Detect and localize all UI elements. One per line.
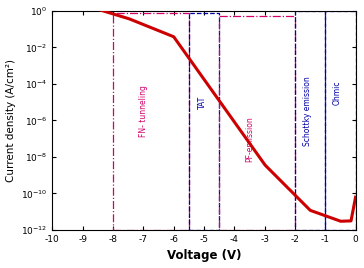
Text: TAT: TAT (198, 95, 207, 109)
Bar (113, 13, 189, 230)
Bar (325, 11, 356, 230)
Bar (219, 16, 295, 230)
Text: Ohmic: Ohmic (332, 81, 341, 105)
Y-axis label: Current density (A/cm²): Current density (A/cm²) (5, 59, 16, 182)
X-axis label: Voltage (V): Voltage (V) (167, 250, 241, 262)
Bar (295, 11, 325, 230)
Text: Schottky emission: Schottky emission (302, 76, 312, 146)
Text: PF-emission: PF-emission (245, 116, 254, 162)
Text: FN- tunneling: FN- tunneling (139, 85, 148, 137)
Bar (189, 13, 219, 230)
